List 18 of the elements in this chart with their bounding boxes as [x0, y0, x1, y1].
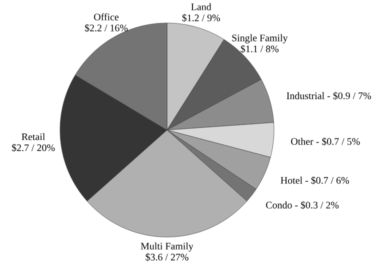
- data-label: $1.2 / 9%: [182, 14, 220, 22]
- data-label: $0.7 / 6%: [311, 176, 350, 184]
- data-label: $0.9 / 7%: [333, 92, 372, 100]
- slice-label: Land: [191, 3, 212, 10]
- slice-label: Other -: [291, 138, 319, 145]
- data-label: $3.6 / 27%: [146, 253, 188, 262]
- data-label: $0.3 / 2%: [300, 201, 339, 210]
- data-label: $2.7 / 20%: [12, 144, 55, 152]
- data-label: $0.7 / 5%: [322, 138, 360, 146]
- slice-label: Multi Family: [140, 242, 194, 252]
- slice-label: Condo -: [266, 201, 298, 208]
- slice-label: Office: [94, 13, 119, 20]
- slice-label: Hotel -: [280, 176, 308, 184]
- data-label: $2.2 / 16%: [84, 24, 128, 32]
- slice-label: Industrial -: [286, 92, 330, 100]
- slice-label: Single Family: [232, 34, 288, 44]
- slice-label: Retail: [22, 133, 46, 140]
- data-label: $1.1 / 8%: [240, 44, 279, 53]
